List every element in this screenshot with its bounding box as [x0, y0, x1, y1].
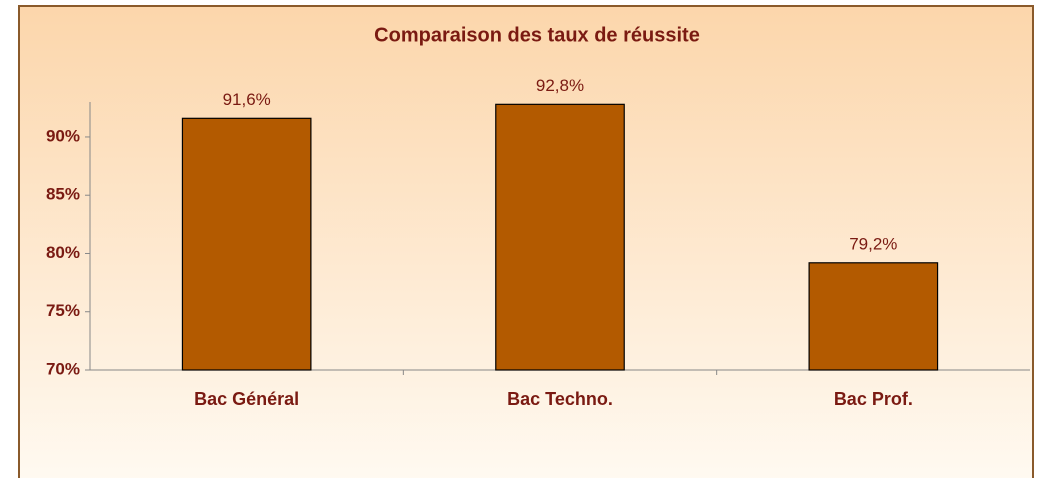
x-tick-label: Bac Prof. — [834, 389, 913, 409]
y-tick-label: 90% — [46, 126, 80, 145]
chart-title: Comparaison des taux de réussite — [374, 24, 700, 46]
data-label: 79,2% — [849, 234, 897, 253]
data-label: 92,8% — [536, 76, 584, 95]
y-tick-label: 85% — [46, 185, 80, 204]
x-tick-label: Bac Techno. — [507, 389, 613, 409]
data-label: 91,6% — [223, 90, 271, 109]
bar — [808, 262, 939, 371]
y-tick-label: 70% — [46, 359, 80, 378]
bar — [181, 117, 312, 371]
x-tick-label: Bac Général — [194, 389, 299, 409]
y-tick-label: 75% — [46, 301, 80, 320]
bar — [495, 103, 625, 371]
y-tick-label: 80% — [46, 243, 80, 262]
